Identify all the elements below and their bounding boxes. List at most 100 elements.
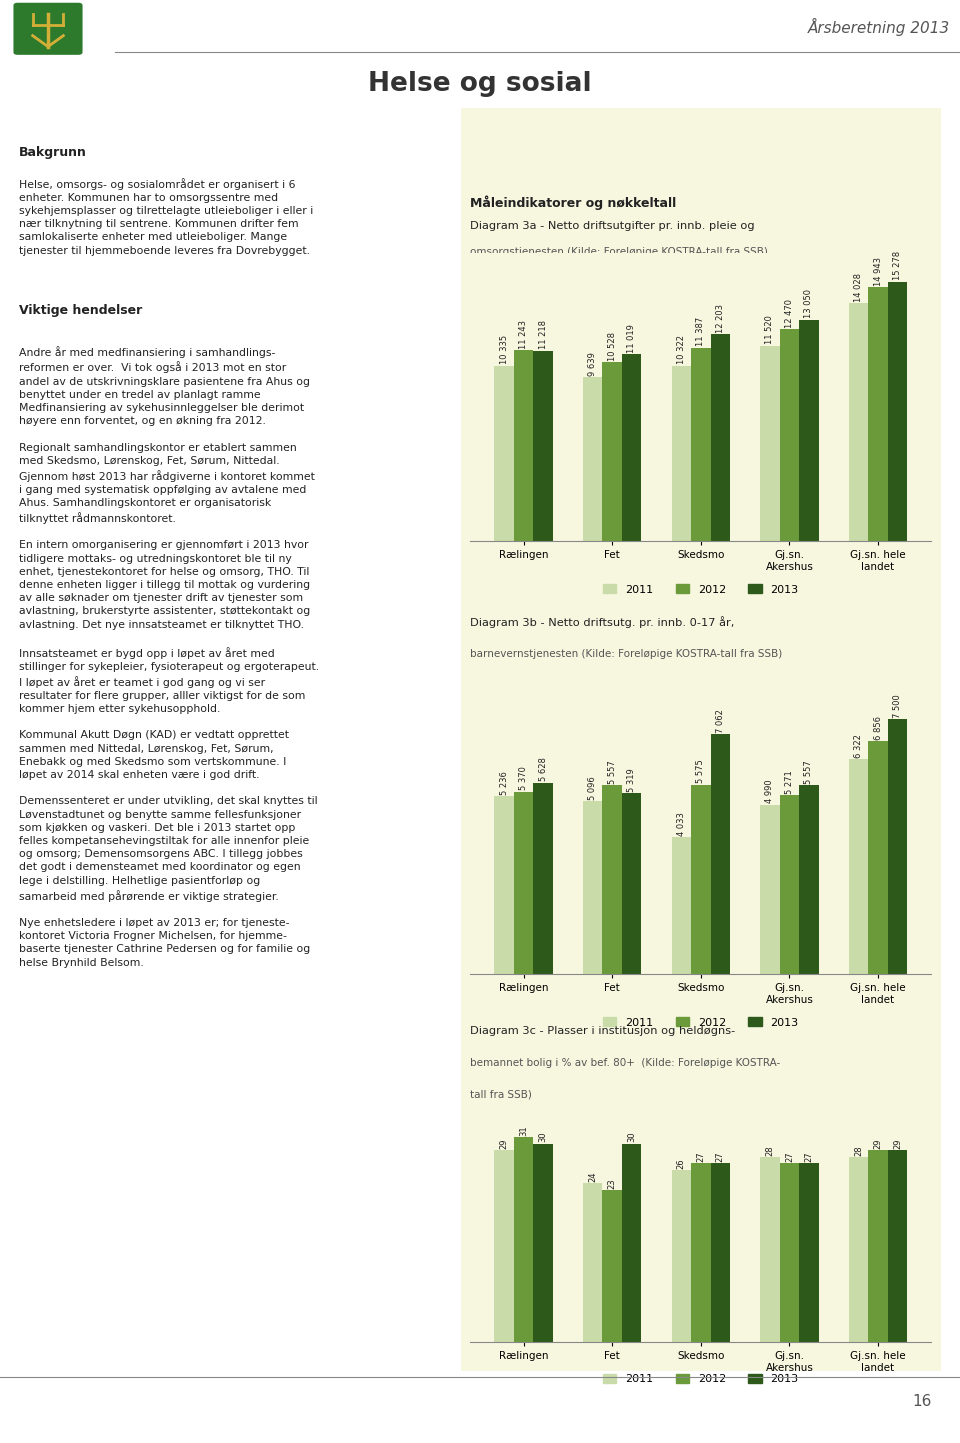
Bar bbox=[760, 1157, 780, 1342]
Bar bbox=[622, 794, 641, 974]
Text: 14 028: 14 028 bbox=[854, 273, 863, 302]
Text: 24: 24 bbox=[588, 1172, 597, 1182]
Text: 11 520: 11 520 bbox=[765, 315, 775, 343]
Text: 27: 27 bbox=[785, 1152, 794, 1162]
Bar bbox=[888, 281, 907, 541]
Bar bbox=[710, 1163, 730, 1342]
Text: 28: 28 bbox=[854, 1144, 863, 1156]
Legend: 2011, 2012, 2013: 2011, 2012, 2013 bbox=[598, 580, 804, 599]
Bar bbox=[494, 797, 514, 974]
Text: 12 470: 12 470 bbox=[785, 299, 794, 328]
Text: 5 557: 5 557 bbox=[608, 760, 616, 784]
Bar bbox=[888, 720, 907, 974]
Bar bbox=[672, 837, 691, 974]
Text: 23: 23 bbox=[608, 1177, 616, 1189]
Text: 10 322: 10 322 bbox=[677, 335, 685, 365]
Bar bbox=[799, 319, 819, 541]
Bar bbox=[691, 1163, 710, 1342]
Text: Diagram 3a - Netto driftsutgifter pr. innb. pleie og: Diagram 3a - Netto driftsutgifter pr. in… bbox=[470, 221, 755, 231]
Text: 26: 26 bbox=[677, 1159, 685, 1169]
Bar bbox=[760, 805, 780, 974]
FancyBboxPatch shape bbox=[13, 3, 83, 55]
Text: 4 033: 4 033 bbox=[677, 812, 685, 835]
Text: 27: 27 bbox=[716, 1152, 725, 1162]
Text: 9 639: 9 639 bbox=[588, 352, 597, 377]
Text: omsorgstjenesten (Kilde: Foreløpige KOSTRA-tall fra SSB): omsorgstjenesten (Kilde: Foreløpige KOST… bbox=[470, 247, 768, 257]
Bar bbox=[534, 784, 553, 974]
Bar bbox=[849, 303, 868, 541]
Text: 11 243: 11 243 bbox=[519, 320, 528, 349]
Text: 5 628: 5 628 bbox=[539, 758, 547, 782]
Bar bbox=[710, 734, 730, 974]
Text: barnevernstjenesten (Kilde: Foreløpige KOSTRA-tall fra SSB): barnevernstjenesten (Kilde: Foreløpige K… bbox=[470, 649, 782, 659]
Bar bbox=[780, 329, 799, 541]
Text: Helse og sosial: Helse og sosial bbox=[369, 71, 591, 97]
Text: 11 387: 11 387 bbox=[696, 317, 706, 346]
Legend: 2011, 2012, 2013: 2011, 2012, 2013 bbox=[598, 1369, 804, 1388]
Text: 4 990: 4 990 bbox=[765, 779, 775, 804]
Bar bbox=[691, 348, 710, 541]
Text: 15 278: 15 278 bbox=[893, 251, 902, 280]
Text: tall fra SSB): tall fra SSB) bbox=[470, 1089, 532, 1100]
Bar bbox=[868, 287, 888, 541]
Text: Andre år med medfinansiering i samhandlings-
reformen er over.  Vi tok også i 20: Andre år med medfinansiering i samhandli… bbox=[19, 345, 320, 967]
Text: 5 236: 5 236 bbox=[499, 771, 509, 795]
Bar bbox=[534, 351, 553, 541]
Bar bbox=[514, 351, 534, 541]
Bar bbox=[534, 1143, 553, 1342]
Bar bbox=[583, 801, 603, 974]
Text: 16: 16 bbox=[912, 1394, 931, 1408]
Text: 27: 27 bbox=[696, 1152, 706, 1162]
Text: 29: 29 bbox=[499, 1139, 509, 1149]
Bar bbox=[672, 367, 691, 541]
Bar bbox=[868, 742, 888, 974]
Bar bbox=[583, 378, 603, 541]
Bar bbox=[760, 345, 780, 541]
Text: 29: 29 bbox=[893, 1139, 902, 1149]
Text: 12 203: 12 203 bbox=[716, 303, 725, 332]
Bar bbox=[710, 333, 730, 541]
Bar bbox=[868, 1150, 888, 1342]
Bar bbox=[603, 785, 622, 974]
Bar bbox=[799, 785, 819, 974]
Text: 30: 30 bbox=[539, 1131, 547, 1143]
Text: 5 096: 5 096 bbox=[588, 776, 597, 799]
Text: Helse, omsorgs- og sosialområdet er organisert i 6
enheter. Kommunen har to omso: Helse, omsorgs- og sosialområdet er orga… bbox=[19, 177, 314, 255]
Text: 10 528: 10 528 bbox=[608, 332, 616, 361]
Text: Diagram 3b - Netto driftsutg. pr. innb. 0-17 år,: Diagram 3b - Netto driftsutg. pr. innb. … bbox=[470, 616, 734, 629]
Text: 29: 29 bbox=[874, 1139, 882, 1149]
Text: 7 062: 7 062 bbox=[716, 709, 725, 733]
Bar bbox=[494, 1150, 514, 1342]
Bar bbox=[849, 759, 868, 974]
Bar bbox=[672, 1170, 691, 1342]
Text: 6 322: 6 322 bbox=[854, 734, 863, 758]
Bar bbox=[603, 1190, 622, 1342]
Text: 7 500: 7 500 bbox=[893, 694, 902, 719]
Text: 5 370: 5 370 bbox=[519, 766, 528, 791]
Text: Måleindikatorer og nøkkeltall: Måleindikatorer og nøkkeltall bbox=[470, 195, 677, 209]
Bar bbox=[514, 792, 534, 974]
FancyBboxPatch shape bbox=[456, 95, 946, 1384]
Text: 14 943: 14 943 bbox=[874, 257, 882, 286]
Bar bbox=[780, 1163, 799, 1342]
Text: 11 218: 11 218 bbox=[539, 320, 547, 349]
Text: 31: 31 bbox=[519, 1126, 528, 1136]
Text: 6 856: 6 856 bbox=[874, 716, 882, 740]
Bar bbox=[603, 362, 622, 541]
Text: 5 575: 5 575 bbox=[696, 759, 706, 784]
Bar bbox=[494, 365, 514, 541]
Text: 30: 30 bbox=[627, 1131, 636, 1143]
Text: Diagram 3c - Plasser i institusjon og heldøgns-: Diagram 3c - Plasser i institusjon og he… bbox=[470, 1026, 735, 1036]
Text: 5 319: 5 319 bbox=[627, 768, 636, 792]
Text: 11 019: 11 019 bbox=[627, 323, 636, 352]
Text: Viktige hendelser: Viktige hendelser bbox=[19, 304, 142, 317]
Bar bbox=[514, 1137, 534, 1342]
Bar bbox=[691, 785, 710, 974]
Text: Årsberetning 2013: Årsberetning 2013 bbox=[808, 19, 950, 36]
Text: 10 335: 10 335 bbox=[499, 335, 509, 364]
Text: bemannet bolig i % av bef. 80+  (Kilde: Foreløpige KOSTRA-: bemannet bolig i % av bef. 80+ (Kilde: F… bbox=[470, 1058, 780, 1068]
Text: 5 271: 5 271 bbox=[785, 771, 794, 794]
Bar bbox=[780, 795, 799, 974]
Legend: 2011, 2012, 2013: 2011, 2012, 2013 bbox=[598, 1013, 804, 1032]
Text: 5 557: 5 557 bbox=[804, 760, 813, 784]
